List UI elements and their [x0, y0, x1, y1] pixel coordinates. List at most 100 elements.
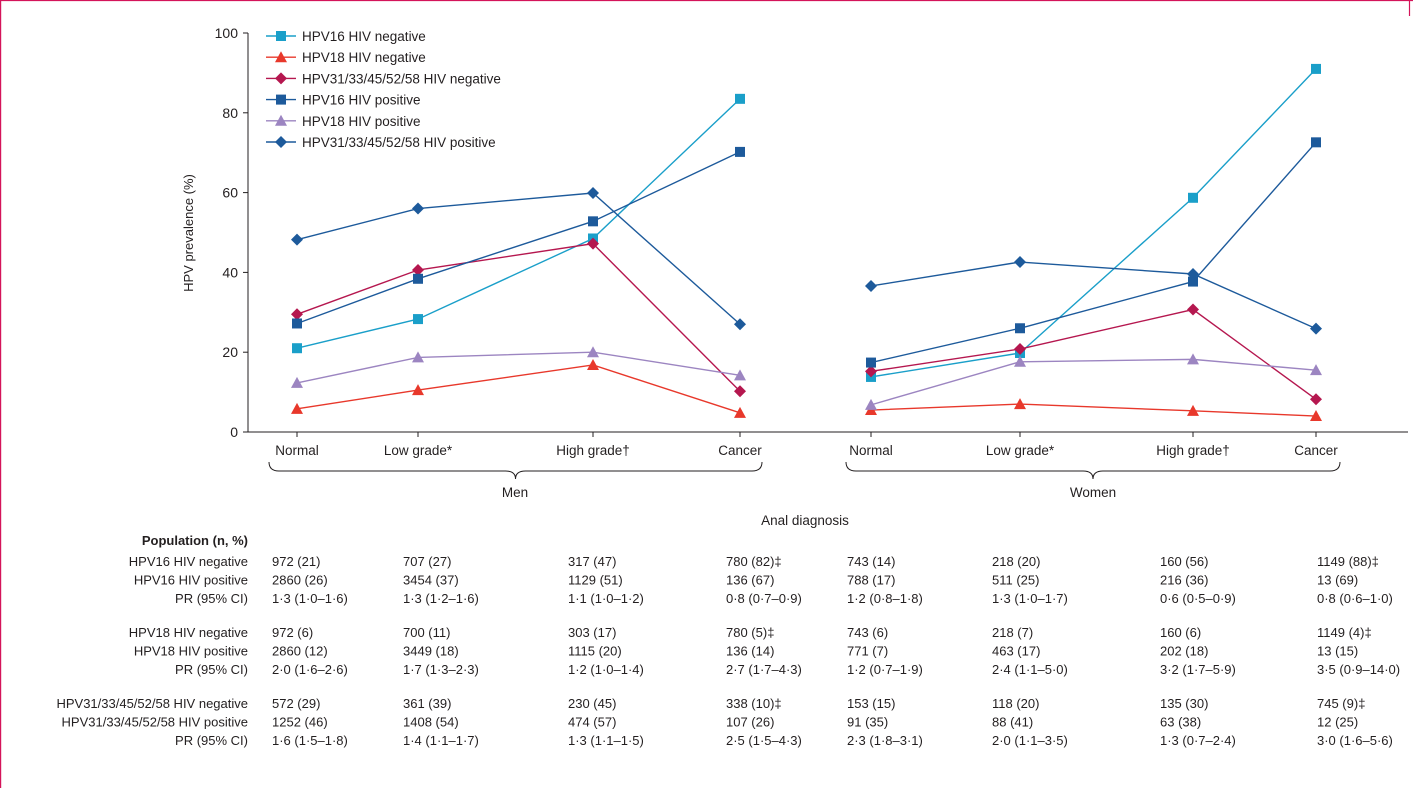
data-point [735, 93, 745, 104]
table-cell: 63 (38) [1160, 715, 1201, 730]
row-label: HPV31/33/45/52/58 HIV positive [62, 715, 248, 730]
data-point [412, 384, 424, 396]
data-point [734, 369, 746, 381]
data-point [412, 351, 424, 363]
table-cell: 1·3 (1·0–1·6) [272, 591, 348, 606]
data-point [1015, 323, 1025, 334]
legend-marker [276, 94, 286, 105]
x-tick-label: Low grade* [986, 443, 1055, 458]
x-tick-label: High grade† [556, 443, 630, 458]
legend-label: HPV18 HIV positive [302, 114, 421, 129]
data-point [292, 318, 302, 329]
table-cell: 12 (25) [1317, 715, 1358, 730]
table-cell: 160 (6) [1160, 625, 1201, 640]
table-cell: 1252 (46) [272, 715, 328, 730]
table-cell: 1149 (88)‡ [1317, 554, 1379, 569]
data-point [865, 279, 877, 292]
table-cell: 1·1 (1·0–1·2) [568, 591, 644, 606]
table-row: HPV16 HIV negative 972 (21) 707 (27) 317 (4… [129, 554, 1379, 569]
data-point [291, 376, 303, 388]
legend-item: HPV31/33/45/52/58 HIV positive [266, 135, 496, 150]
table-cell: 700 (11) [403, 625, 450, 640]
data-point [413, 314, 423, 325]
table-cell: 3449 (18) [403, 644, 459, 659]
table-cell: 216 (36) [1160, 573, 1208, 588]
table-cell: 153 (15) [847, 696, 895, 711]
data-point [587, 237, 599, 250]
data-point [735, 146, 745, 157]
group-label-men: Men [502, 485, 528, 500]
row-label: PR (95% CI) [175, 591, 248, 606]
table-cell: 3·2 (1·7–5·9) [1160, 662, 1236, 677]
table-cell: 160 (56) [1160, 554, 1208, 569]
series-line-men [296, 242, 741, 392]
table-cell: 0·8 (0·7–0·9) [726, 591, 802, 606]
table-cell: 771 (7) [847, 644, 888, 659]
series-0 [292, 63, 1321, 382]
data-point [734, 406, 746, 418]
y-axis-title: HPV prevalence (%) [181, 174, 196, 292]
table-cell: 2860 (26) [272, 573, 328, 588]
series-line-men [296, 364, 741, 414]
legend-item: HPV16 HIV negative [266, 29, 426, 44]
table-cell: 1115 (20) [568, 644, 622, 659]
table-row: HPV31/33/45/52/58 HIV negative 572 (29) 36… [56, 696, 1365, 711]
table-cell: 1·2 (0·8–1·8) [847, 591, 923, 606]
series-5 [291, 186, 1322, 335]
data-point [1014, 256, 1026, 269]
series-1 [291, 358, 1322, 422]
table-cell: 1·3 (0·7–2·4) [1160, 733, 1236, 748]
y-tick-label: 100 [215, 25, 239, 41]
legend-marker [275, 136, 287, 148]
table-row: HPV18 HIV positive 2860 (12) 3449 (18) 1115… [134, 644, 1358, 659]
data-point [1187, 353, 1199, 365]
table-cell: 1·2 (1·0–1·4) [568, 662, 644, 677]
table-cell: 1·3 (1·1–1·5) [568, 733, 644, 748]
row-label: HPV31/33/45/52/58 HIV negative [56, 696, 248, 711]
x-tick-label: High grade† [1156, 443, 1230, 458]
row-label: HPV16 HIV positive [134, 573, 248, 588]
table-cell: 88 (41) [992, 715, 1033, 730]
data-point [1310, 393, 1322, 406]
data-point [1311, 137, 1321, 148]
table-cell: 745 (9)‡ [1317, 696, 1365, 711]
table-cell: 707 (27) [403, 554, 451, 569]
y-tick-label: 60 [222, 185, 238, 201]
data-point [291, 402, 303, 414]
data-point [1310, 364, 1322, 376]
table-row: PR (95% CI) 1·6 (1·5–1·8) 1·4 (1·1–1·7) 1·3… [175, 733, 1393, 748]
legend-label: HPV31/33/45/52/58 HIV negative [302, 71, 501, 86]
table-cell: 135 (30) [1160, 696, 1208, 711]
table-cell: 3454 (37) [403, 573, 459, 588]
series-line-men [296, 98, 741, 349]
series-line-women [870, 261, 1317, 330]
table-cell: 218 (7) [992, 625, 1033, 640]
data-point [1187, 404, 1199, 416]
table-cell: 1149 (4)‡ [1317, 625, 1372, 640]
group-label-women: Women [1070, 485, 1116, 500]
data-point [734, 385, 746, 398]
y-tick-label: 40 [222, 264, 238, 280]
table-cell: 2860 (12) [272, 644, 328, 659]
x-tick-label: Cancer [718, 443, 762, 458]
table-header: Population (n, %) [142, 533, 248, 548]
table-cell: 463 (17) [992, 644, 1040, 659]
data-point [1310, 322, 1322, 335]
table-cell: 0·8 (0·6–1·0) [1317, 591, 1393, 606]
legend-label: HPV18 HIV negative [302, 50, 426, 65]
table-cell: 218 (20) [992, 554, 1040, 569]
table-cell: 136 (14) [726, 644, 774, 659]
table-cell: 136 (67) [726, 573, 774, 588]
data-point [292, 343, 302, 354]
table-cell: 1129 (51) [568, 573, 623, 588]
table-cell: 118 (20) [992, 696, 1039, 711]
series-layer [291, 63, 1322, 422]
table-cell: 1·2 (0·7–1·9) [847, 662, 923, 677]
legend-item: HPV16 HIV positive [266, 93, 421, 108]
table-cell: 2·7 (1·7–4·3) [726, 662, 802, 677]
data-point [587, 186, 599, 199]
table-cell: 743 (14) [847, 554, 895, 569]
data-point [1310, 410, 1322, 422]
table-cell: 2·5 (1·5–4·3) [726, 733, 802, 748]
data-point [866, 357, 876, 368]
